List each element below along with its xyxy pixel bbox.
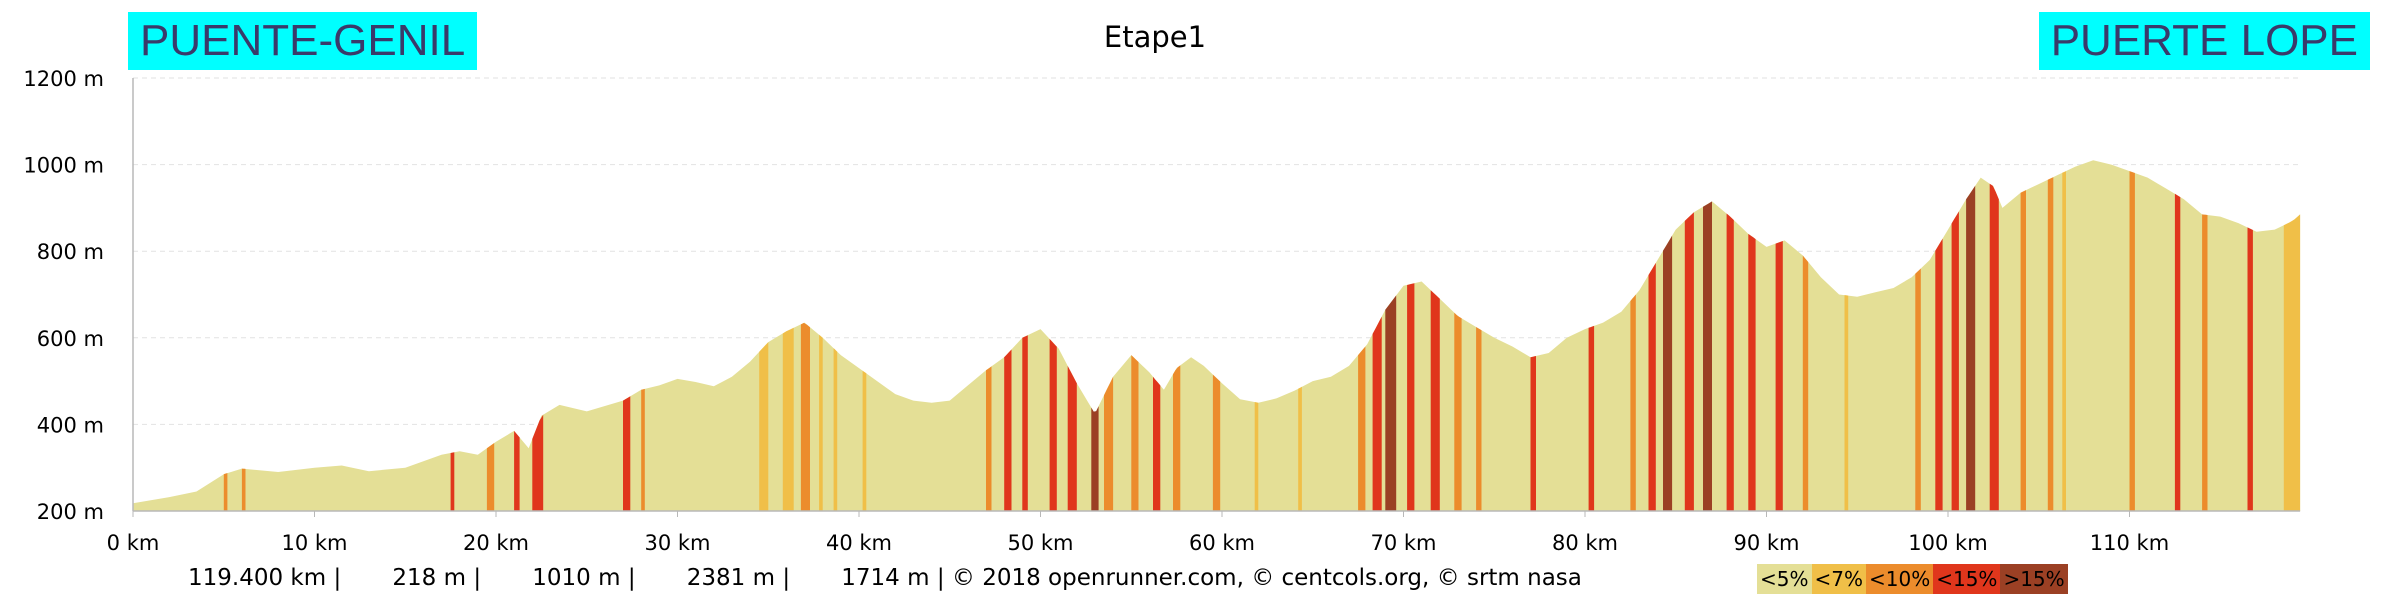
legend-item: <7% [1811, 564, 1866, 594]
x-tick-label: 110 km [2090, 531, 2169, 555]
gradient-legend: <5% <7% <10% <15% >15% [1757, 564, 2068, 594]
gradient-band [1212, 374, 1221, 511]
y-tick-label: 200 m [37, 500, 104, 524]
gradient-band [2283, 214, 2301, 511]
credits: © 2018 openrunner.com, © centcols.org, ©… [951, 565, 1582, 591]
gradient-band [1022, 335, 1028, 511]
gradient-band [1131, 355, 1139, 511]
y-tick-label: 1200 m [23, 67, 104, 91]
x-tick-label: 60 km [1189, 531, 1255, 555]
gradient-band [2247, 227, 2253, 511]
x-tick-label: 100 km [1908, 531, 1987, 555]
stat-max-altitude: 1010 m [532, 565, 621, 591]
gradient-band [241, 468, 246, 511]
x-tick-label: 30 km [644, 531, 710, 555]
x-tick-label: 50 km [1007, 531, 1073, 555]
gradient-band [1703, 201, 1712, 511]
gradient-band [1530, 356, 1536, 511]
legend-item: <15% [1933, 564, 2001, 594]
gradient-band [1915, 268, 1921, 511]
gradient-band [1588, 325, 1595, 511]
gradient-band [641, 388, 645, 511]
x-tick-label: 0 km [107, 531, 160, 555]
gradient-band [1104, 376, 1114, 511]
gradient-band [1726, 213, 1734, 511]
gradient-band [1663, 235, 1673, 511]
gradient-band [819, 334, 823, 511]
gradient-band [223, 473, 228, 511]
gradient-band [623, 396, 631, 511]
stat-elevation-gain: 2381 m [686, 565, 776, 591]
gradient-band [1430, 290, 1440, 511]
end-place-label: PUERTE LOPE [2038, 12, 2370, 70]
gradient-band [986, 366, 992, 511]
gradient-band [1254, 402, 1259, 511]
gradient-band [2020, 190, 2026, 511]
gradient-band [1173, 365, 1181, 511]
gradient-band [450, 452, 455, 511]
gradient-band [514, 430, 520, 511]
gradient-band [1358, 346, 1366, 511]
gradient-band [2129, 171, 2135, 511]
y-tick-label: 1000 m [23, 154, 104, 178]
gradient-band [1385, 295, 1397, 511]
x-tick-label: 90 km [1733, 531, 1799, 555]
gradient-band [1153, 376, 1161, 511]
start-place-label: PUENTE-GENIL [128, 12, 478, 70]
gradient-band [862, 370, 867, 511]
gradient-band [2174, 193, 2181, 512]
gradient-band [782, 327, 794, 511]
gradient-band [1802, 255, 1809, 511]
y-tick-label: 800 m [37, 240, 104, 264]
gradient-band [1844, 295, 1849, 511]
y-tick-label: 400 m [37, 413, 104, 437]
legend-item: <10% [1866, 564, 1934, 594]
chart-title: Etape1 [1103, 20, 1207, 54]
gradient-band [1951, 211, 1959, 511]
gradient-band [1630, 294, 1636, 511]
gradient-band [1748, 233, 1756, 511]
gradient-band [1049, 338, 1057, 511]
gradient-band [1091, 406, 1099, 511]
gradient-band [1476, 327, 1482, 511]
x-tick-label: 10 km [281, 531, 347, 555]
y-tick-label: 600 m [37, 327, 104, 351]
legend-item: >15% [2000, 564, 2068, 594]
gradient-band [1298, 386, 1302, 511]
gradient-band [1407, 283, 1415, 511]
gradient-band [2202, 214, 2208, 511]
gradient-band [1966, 185, 1976, 511]
gradient-band [1067, 365, 1077, 511]
x-tick-label: 40 km [826, 531, 892, 555]
gradient-band [759, 342, 769, 511]
x-tick-label: 80 km [1552, 531, 1618, 555]
x-tick-label: 20 km [463, 531, 529, 555]
gradient-band [1775, 241, 1783, 511]
gradient-band [1989, 183, 1999, 512]
elevation-area [133, 160, 2301, 512]
gradient-band [2047, 177, 2054, 511]
stat-distance: 119.400 km [188, 565, 327, 591]
gradient-band [486, 443, 495, 511]
gradient-band [1372, 316, 1382, 511]
gradient-band [1935, 238, 1943, 511]
gradient-band [2062, 171, 2066, 511]
gradient-band [1454, 312, 1462, 511]
stat-min-altitude: 218 m [392, 565, 467, 591]
gradient-band [833, 348, 838, 511]
stat-elevation-loss: 1714 m [841, 565, 930, 591]
gradient-band [800, 322, 810, 511]
gradient-band [1684, 212, 1694, 511]
gradient-band [532, 414, 544, 511]
legend-item: <5% [1757, 564, 1812, 594]
gradient-band [1648, 262, 1656, 511]
x-tick-label: 70 km [1370, 531, 1436, 555]
stats-line: 119.400 km | 218 m | 1010 m | 2381 m | 1… [188, 565, 1582, 591]
gradient-band [1004, 349, 1012, 511]
